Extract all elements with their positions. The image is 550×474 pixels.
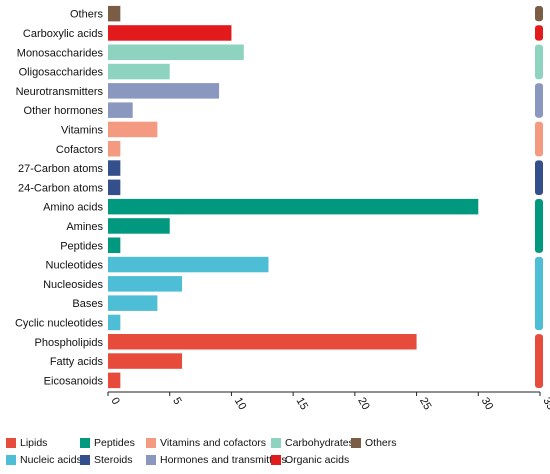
y-tick-label: Monosaccharides xyxy=(17,47,104,59)
bar xyxy=(108,44,244,60)
legend-item: Steroids xyxy=(80,454,133,466)
legend-item: Lipids xyxy=(6,437,47,449)
group-strip xyxy=(535,44,543,80)
legend-item: Hormones and transmitters xyxy=(146,454,287,466)
legend-swatch xyxy=(80,455,90,465)
y-tick-label: Neurotransmitters xyxy=(16,86,104,98)
y-tick-label: Vitamins xyxy=(61,124,103,136)
bar xyxy=(108,295,158,311)
y-tick-label: Phospholipids xyxy=(35,337,104,349)
group-strip xyxy=(535,83,543,118)
y-tick-label: Oligosaccharides xyxy=(19,67,104,79)
legend-label: Hormones and transmitters xyxy=(160,454,287,466)
bar xyxy=(108,198,479,215)
bars xyxy=(108,5,479,389)
y-tick-label: Amines xyxy=(66,221,103,233)
legend-label: Nucleic acids xyxy=(20,454,82,466)
x-tick-label: 0 xyxy=(108,396,121,407)
legend-item: Nucleic acids xyxy=(6,454,82,466)
x-tick-label: 10 xyxy=(232,396,249,413)
y-tick-label: Carboxylic acids xyxy=(23,28,104,40)
x-tick-label: 15 xyxy=(294,396,311,413)
y-tick-label: Bases xyxy=(72,298,103,310)
y-tick-label: Nucleosides xyxy=(43,279,103,291)
legend-swatch xyxy=(6,438,16,448)
legend-label: Lipids xyxy=(20,437,48,449)
legend-item: Vitamins and cofactors xyxy=(146,437,266,449)
legend-item: Organic acids xyxy=(271,454,349,466)
x-tick-label: 20 xyxy=(355,396,372,413)
legend-label: Steroids xyxy=(94,454,133,466)
x-tick-label: 25 xyxy=(417,396,434,413)
legend-item: Carbohydrates xyxy=(271,437,354,449)
bar xyxy=(108,5,121,22)
legend-item: Others xyxy=(351,437,397,449)
y-axis-labels: Others Carboxylic acids Monosaccharides Oli… xyxy=(15,9,104,388)
legend-swatch xyxy=(80,438,90,448)
bar xyxy=(108,102,133,118)
legend-label: Carbohydrates xyxy=(285,437,354,449)
bar xyxy=(108,160,121,176)
y-tick-label: Amino acids xyxy=(43,202,103,214)
legend-swatch xyxy=(146,438,156,448)
x-axis: 0 5 10 15 20 25 30 35 xyxy=(107,391,550,413)
bar xyxy=(108,179,121,196)
legend-label: Organic acids xyxy=(285,454,350,466)
legend-swatch xyxy=(6,455,16,465)
legend-label: Vitamins and cofactors xyxy=(160,437,267,449)
bar xyxy=(108,83,220,99)
legend-swatch xyxy=(271,455,281,465)
bar xyxy=(108,353,183,369)
x-tick-label: 5 xyxy=(170,396,183,407)
y-tick-label: 24-Carbon atoms xyxy=(18,182,103,194)
bar xyxy=(108,218,170,234)
y-tick-label: Other hormones xyxy=(24,105,104,117)
bar xyxy=(108,334,417,350)
legend-swatch xyxy=(146,455,156,465)
bar xyxy=(108,237,121,253)
y-tick-label: Eicosanoids xyxy=(44,375,104,387)
y-tick-label: Cofactors xyxy=(56,144,104,156)
bar xyxy=(108,141,121,157)
group-strip xyxy=(535,256,543,331)
y-tick-label: Cyclic nucleotides xyxy=(15,317,104,329)
y-tick-label: Others xyxy=(70,9,104,21)
group-strips xyxy=(535,6,543,388)
legend-label: Peptides xyxy=(94,437,135,449)
bar xyxy=(108,63,170,80)
legend-item: Peptides xyxy=(80,437,135,449)
y-tick-label: 27-Carbon atoms xyxy=(18,163,103,175)
x-tick-label: 30 xyxy=(479,396,496,413)
y-tick-label: Fatty acids xyxy=(50,356,104,368)
x-tick-label: 35 xyxy=(540,396,550,413)
legend-swatch xyxy=(271,438,281,448)
group-strip xyxy=(535,160,543,195)
bar xyxy=(108,256,269,273)
bar xyxy=(108,276,183,292)
group-strip xyxy=(535,121,543,157)
y-tick-label: Peptides xyxy=(60,240,103,252)
group-strip xyxy=(535,25,543,41)
y-tick-label: Nucleotides xyxy=(46,260,104,272)
bar xyxy=(108,372,121,389)
legend-swatch xyxy=(351,438,361,448)
group-strip xyxy=(535,199,543,253)
group-strip xyxy=(535,6,543,22)
bar xyxy=(108,314,121,331)
bar xyxy=(108,121,158,138)
group-strip xyxy=(535,334,543,388)
legend-label: Others xyxy=(365,437,397,449)
bar xyxy=(108,25,232,41)
